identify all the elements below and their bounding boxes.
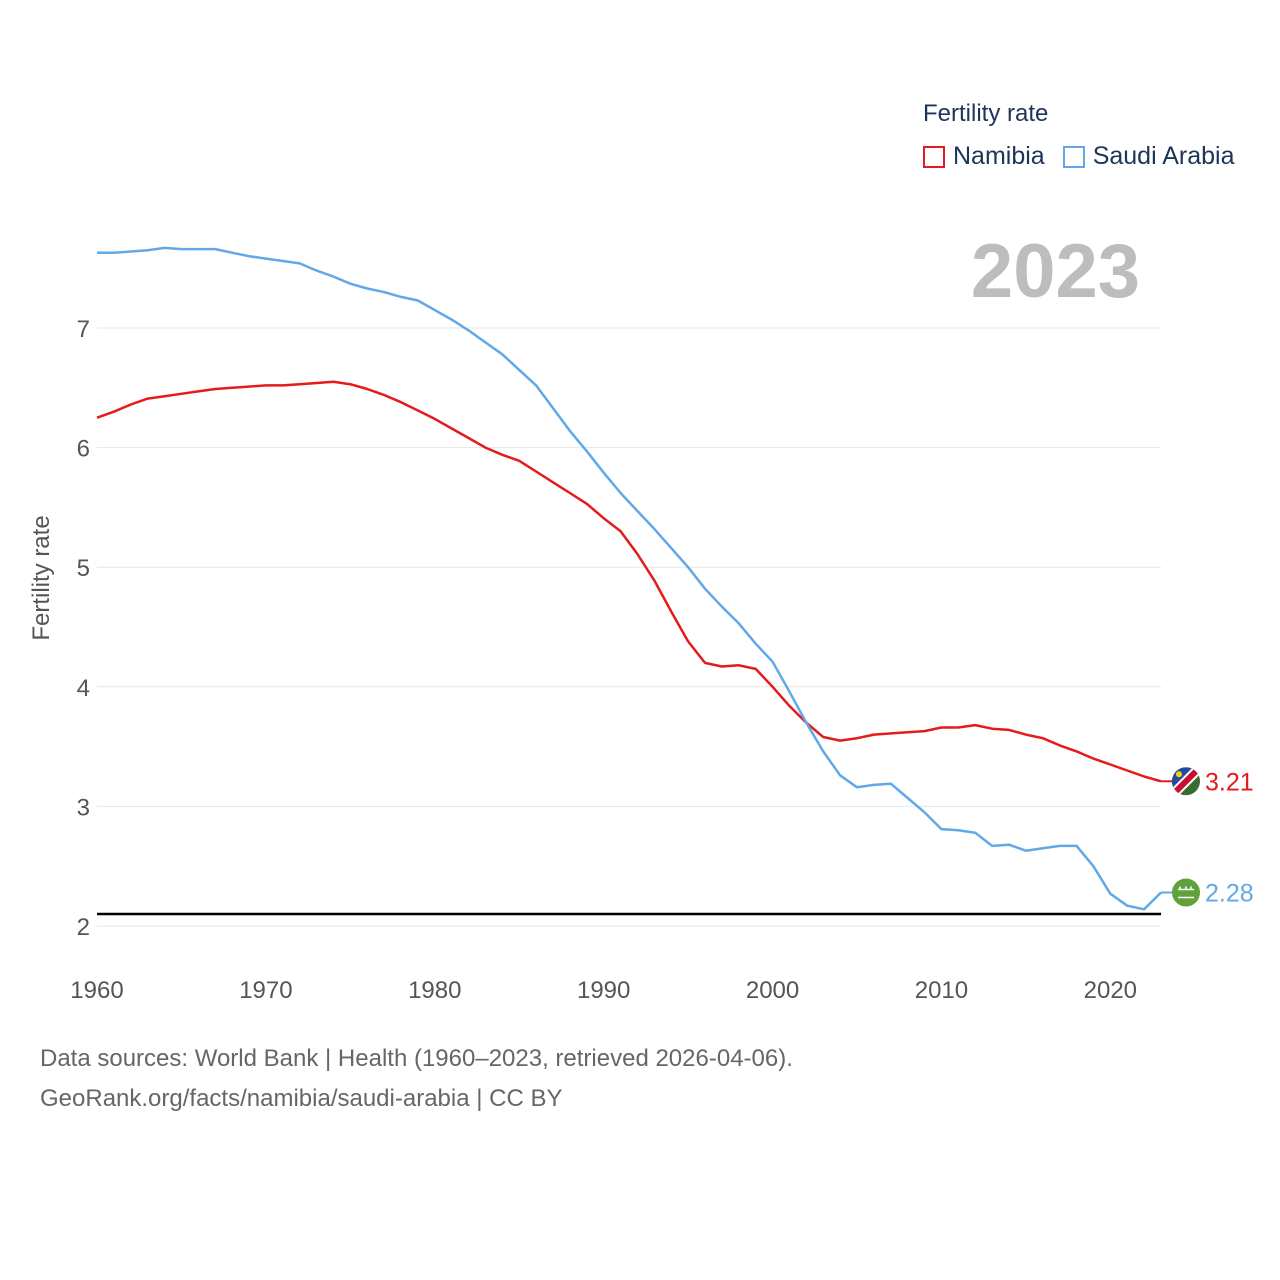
end-value-label-namibia: 3.21 — [1205, 768, 1254, 796]
footer-credit[interactable]: GeoRank.org/facts/namibia/saudi-arabia |… — [40, 1085, 563, 1112]
x-tick-label: 1990 — [577, 977, 630, 1004]
year-label: 2023 — [970, 229, 1140, 314]
y-tick-label: 6 — [77, 436, 90, 463]
y-tick-label: 2 — [77, 914, 90, 941]
y-tick-label: 3 — [77, 794, 90, 821]
legend-item-saudi-arabia[interactable]: Saudi Arabia — [1062, 142, 1235, 171]
legend-swatch-saudi-arabia — [1062, 145, 1085, 168]
flag-emblem-saudi-arabia — [1178, 886, 1194, 899]
x-tick-label: 2020 — [1084, 977, 1137, 1004]
x-tick-label: 1970 — [239, 977, 292, 1004]
y-tick-label: 5 — [77, 555, 90, 582]
legend-swatch-namibia — [923, 145, 945, 168]
flag-icon-saudi-arabia — [1172, 878, 1200, 907]
series-line-saudi-arabia — [97, 246, 1162, 911]
legend-label-saudi-arabia: Saudi Arabia — [1092, 142, 1235, 170]
legend-label-namibia: Namibia — [953, 142, 1045, 170]
end-value-label-saudi-arabia: 2.28 — [1205, 880, 1254, 908]
legend: Namibia Saudi Arabia — [923, 142, 1252, 171]
flag-icon-namibia — [1172, 767, 1200, 796]
legend-title: Fertility rate — [923, 100, 1049, 127]
x-tick-label: 2000 — [746, 977, 799, 1004]
x-tick-label: 2010 — [915, 977, 968, 1004]
legend-item-namibia[interactable]: Namibia — [923, 142, 1045, 171]
x-tick-label: 1960 — [70, 977, 123, 1004]
footer-source: Data sources: World Bank | Health (1960–… — [40, 1045, 793, 1072]
y-tick-label: 7 — [77, 316, 90, 343]
x-tick-label: 1980 — [408, 977, 461, 1004]
series-line-namibia — [96, 380, 1162, 783]
y-tick-label: 4 — [77, 675, 90, 702]
